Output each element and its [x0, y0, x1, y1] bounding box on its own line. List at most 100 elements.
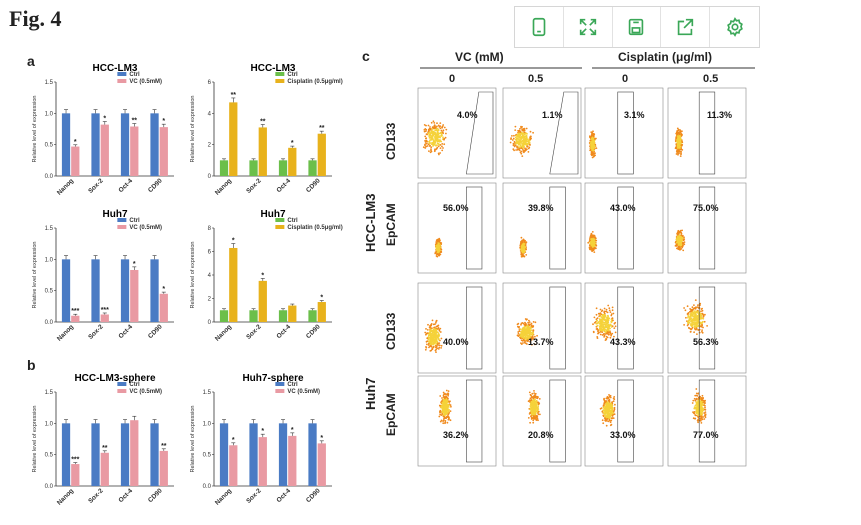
flow-percentage: 20.8% — [528, 430, 554, 440]
flow-event — [605, 310, 608, 313]
flow-event — [603, 318, 606, 321]
legend-entry: Ctrl — [287, 72, 298, 78]
flow-event — [690, 311, 693, 314]
flow-event — [438, 140, 441, 142]
flow-gate — [549, 186, 566, 270]
y-tick-label: 0.0 — [45, 320, 54, 326]
flow-event — [512, 144, 515, 147]
flow-event — [590, 233, 593, 236]
flow-gate — [549, 379, 566, 463]
flow-event — [439, 409, 442, 412]
bar — [120, 423, 130, 486]
flow-event — [515, 142, 517, 145]
flow-event — [600, 327, 602, 329]
chart-title: Huh7-sphere — [242, 373, 304, 384]
flow-event — [429, 133, 432, 136]
flow-plot-frame — [584, 182, 664, 274]
flow-event — [530, 322, 533, 325]
view-tablet-button[interactable] — [515, 7, 564, 47]
flow-event — [687, 315, 690, 318]
flow-percentage: 43.0% — [610, 203, 636, 213]
share-button[interactable] — [661, 7, 711, 47]
flow-event — [680, 243, 683, 246]
bar — [219, 423, 229, 486]
flow-event — [691, 402, 694, 404]
flow-event — [513, 140, 516, 143]
flow-event — [690, 323, 693, 326]
flow-event — [516, 138, 519, 140]
chart-title: Huh7 — [103, 209, 128, 220]
flow-event — [449, 419, 452, 422]
bar — [71, 315, 80, 322]
fullscreen-button[interactable] — [564, 7, 613, 47]
flow-event — [438, 245, 440, 248]
flow-event — [520, 342, 522, 344]
flow-event — [587, 241, 590, 244]
settings-button[interactable] — [710, 7, 759, 47]
flow-event — [682, 244, 684, 247]
flow-event — [527, 417, 530, 419]
flow-event — [682, 249, 685, 252]
flow-event — [537, 408, 540, 410]
flow-event — [439, 127, 442, 130]
flow-event — [533, 418, 535, 420]
flow-event — [691, 313, 693, 315]
flow-event — [442, 391, 445, 394]
flow-event — [526, 138, 529, 141]
flow-event — [522, 245, 525, 248]
flow-event — [605, 397, 608, 400]
flow-event — [594, 138, 596, 140]
flow-event — [522, 330, 525, 333]
download-button[interactable] — [613, 7, 662, 47]
flow-event — [445, 409, 447, 412]
flow-plot-frame — [502, 87, 582, 179]
flow-event — [432, 345, 435, 348]
flow-event — [529, 323, 531, 326]
flow-event — [447, 415, 450, 418]
flow-event — [521, 240, 524, 243]
flow-event — [683, 241, 686, 244]
flow-event — [591, 148, 593, 150]
flow-event — [606, 320, 609, 322]
flow-event — [702, 399, 704, 402]
bar — [130, 126, 139, 176]
flow-event — [426, 329, 429, 331]
flow-event — [514, 129, 517, 132]
flow-event — [696, 333, 698, 335]
flow-event — [533, 401, 536, 404]
bar — [308, 423, 317, 486]
bar — [258, 127, 267, 176]
flow-event — [437, 145, 440, 148]
flow-event — [677, 140, 680, 143]
flow-percentage: 39.8% — [528, 203, 554, 213]
flow-event — [432, 334, 435, 337]
flow-event — [439, 136, 441, 139]
flow-event — [434, 135, 437, 138]
flow-event — [685, 316, 687, 319]
flow-event — [447, 390, 450, 392]
flow-event — [429, 330, 432, 333]
bar — [150, 423, 159, 486]
legend-entry: VC (0.5mM) — [129, 79, 162, 85]
flow-event — [524, 244, 527, 247]
flow-plot-frame — [667, 182, 747, 274]
flow-event — [681, 237, 684, 240]
flow-event — [529, 408, 532, 411]
flow-event — [427, 339, 430, 341]
flow-event — [599, 320, 601, 322]
flow-event — [430, 340, 433, 343]
flow-event — [528, 142, 531, 144]
flow-event — [677, 149, 680, 151]
legend-entry: VC (0.5mM) — [129, 389, 162, 395]
flow-event — [434, 340, 437, 343]
flow-gate — [466, 91, 494, 175]
flow-event — [702, 396, 704, 399]
flow-event — [517, 332, 520, 335]
flow-event — [520, 332, 523, 334]
flow-event — [689, 310, 692, 312]
bar — [249, 423, 258, 486]
flow-plot: 39.8% — [502, 182, 582, 274]
flow-event — [700, 422, 703, 424]
bar — [159, 127, 168, 176]
flow-event — [528, 319, 530, 322]
